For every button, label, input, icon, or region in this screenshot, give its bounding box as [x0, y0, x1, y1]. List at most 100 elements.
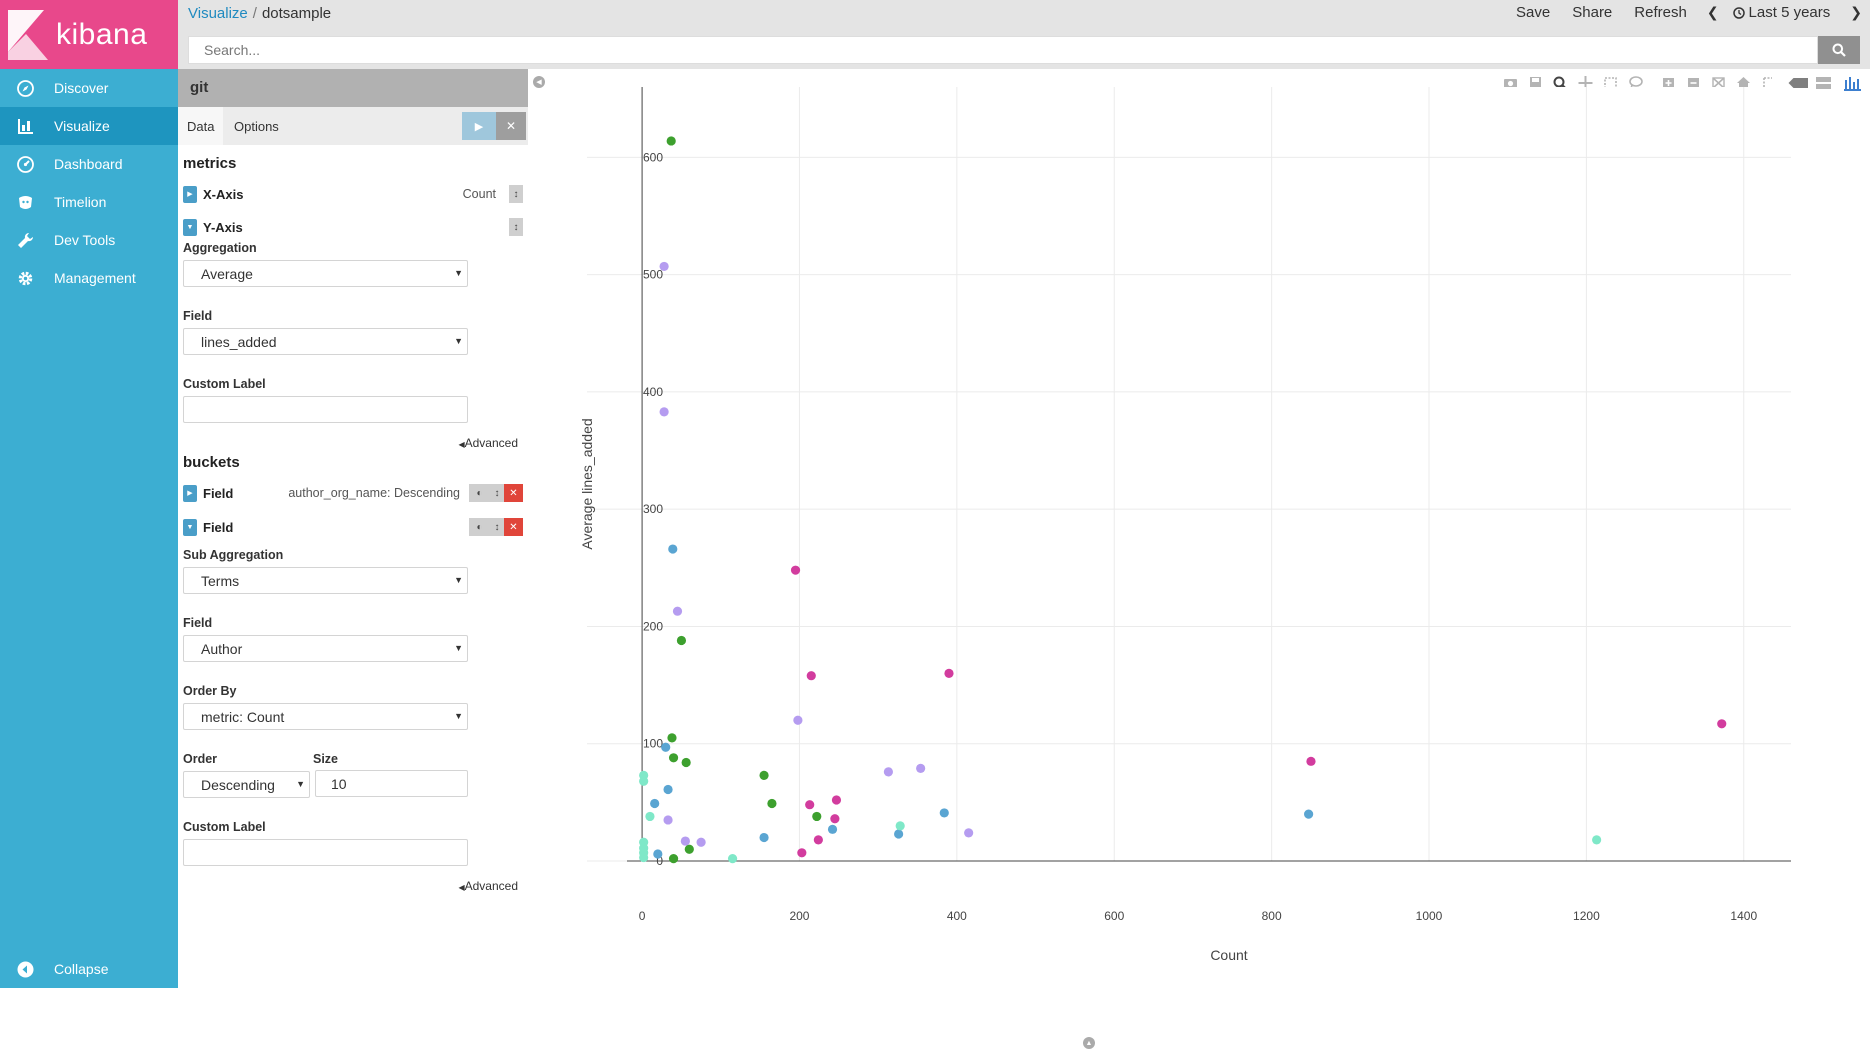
- save-icon[interactable]: [1526, 74, 1545, 92]
- order-by-select[interactable]: metric: Count ▼: [183, 703, 468, 730]
- y-axis-agg-title[interactable]: Y-Axis: [203, 219, 243, 235]
- home-icon[interactable]: [1734, 74, 1753, 92]
- data-point[interactable]: [805, 800, 815, 810]
- refresh-button[interactable]: Refresh: [1634, 4, 1687, 21]
- time-back-chevron-icon[interactable]: ❮: [1706, 4, 1719, 20]
- data-point[interactable]: [1306, 756, 1316, 766]
- data-point[interactable]: [668, 753, 679, 763]
- data-point[interactable]: [659, 407, 669, 417]
- size-input[interactable]: 10: [315, 770, 468, 797]
- hover-closest-icon[interactable]: [1784, 74, 1808, 92]
- data-point[interactable]: [663, 815, 673, 825]
- data-point[interactable]: [684, 844, 694, 854]
- scatter-plot[interactable]: 0 200 400 600 800 1000 1200 1400010020030040050…: [528, 69, 1870, 988]
- data-point[interactable]: [1304, 809, 1314, 819]
- data-point[interactable]: [964, 828, 974, 838]
- data-point[interactable]: [813, 835, 823, 845]
- data-point[interactable]: [883, 767, 893, 777]
- advanced-toggle[interactable]: ◀Advanced: [458, 436, 518, 450]
- data-point[interactable]: [668, 854, 679, 864]
- reorder-handle-icon[interactable]: ↕: [509, 218, 523, 236]
- kibana-logo[interactable]: kibana: [0, 0, 178, 69]
- data-point[interactable]: [666, 136, 676, 146]
- bucket-agg-title[interactable]: Field: [203, 519, 234, 535]
- data-point[interactable]: [806, 671, 816, 681]
- data-point[interactable]: [894, 829, 904, 839]
- data-point[interactable]: [944, 668, 954, 678]
- reorder-handle-icon[interactable]: ↕: [490, 484, 504, 502]
- sub-aggregation-select[interactable]: Terms ▼: [183, 567, 468, 594]
- data-point[interactable]: [793, 715, 803, 725]
- data-point[interactable]: [639, 776, 649, 786]
- zoom-out-icon[interactable]: [1684, 74, 1703, 92]
- data-point[interactable]: [831, 795, 842, 805]
- advanced-toggle[interactable]: ◀Advanced: [458, 879, 518, 893]
- nav-item-timelion[interactable]: Timelion: [0, 183, 178, 221]
- data-point[interactable]: [681, 757, 691, 768]
- hover-compare-icon[interactable]: [1814, 74, 1833, 92]
- data-point[interactable]: [1717, 719, 1727, 729]
- x-axis-agg-title[interactable]: X-Axis: [203, 186, 244, 202]
- data-point[interactable]: [663, 784, 673, 795]
- data-point[interactable]: [797, 848, 807, 858]
- apply-changes-button[interactable]: ▶: [462, 112, 496, 140]
- data-point[interactable]: [767, 798, 777, 809]
- data-point[interactable]: [668, 544, 678, 554]
- remove-icon[interactable]: ✕: [504, 518, 523, 536]
- bucket-agg-title[interactable]: Field: [203, 485, 234, 501]
- data-point[interactable]: [696, 837, 706, 847]
- collapse-sidebar-icon[interactable]: ◀: [533, 76, 545, 88]
- data-point[interactable]: [639, 852, 649, 863]
- data-point[interactable]: [676, 635, 687, 646]
- data-point[interactable]: [650, 798, 660, 809]
- collapse-button[interactable]: Collapse: [0, 950, 178, 988]
- data-point[interactable]: [667, 733, 677, 743]
- share-button[interactable]: Share: [1572, 4, 1613, 21]
- plotly-logo-icon[interactable]: [1843, 74, 1862, 92]
- zoom-in-icon[interactable]: [1659, 74, 1678, 92]
- data-point[interactable]: [759, 832, 769, 843]
- save-button[interactable]: Save: [1516, 4, 1551, 21]
- data-point[interactable]: [830, 814, 840, 824]
- field-select[interactable]: lines_added ▼: [183, 328, 468, 355]
- data-point[interactable]: [661, 742, 671, 752]
- collapse-spy-panel-icon[interactable]: ▲: [1083, 1037, 1095, 1049]
- nav-item-management[interactable]: Management: [0, 259, 178, 297]
- data-point[interactable]: [895, 821, 905, 831]
- collapse-chevron-icon[interactable]: ▼: [183, 218, 197, 236]
- search-button[interactable]: [1818, 36, 1860, 64]
- search-input[interactable]: Search...: [188, 36, 1818, 64]
- custom-label-input[interactable]: [183, 839, 468, 866]
- reorder-handle-icon[interactable]: ↕: [509, 185, 523, 203]
- remove-icon[interactable]: ✕: [504, 484, 523, 502]
- aggregation-select[interactable]: Average ▼: [183, 260, 468, 287]
- terms-field-select[interactable]: Author ▼: [183, 635, 468, 662]
- time-forward-chevron-icon[interactable]: ❯: [1850, 4, 1862, 20]
- breadcrumb-visualize-link[interactable]: Visualize: [188, 5, 248, 22]
- data-point[interactable]: [812, 811, 822, 822]
- tab-data[interactable]: Data: [178, 107, 224, 145]
- nav-item-visualize[interactable]: Visualize: [0, 107, 178, 145]
- nav-item-discover[interactable]: Discover: [0, 69, 178, 107]
- nav-item-dashboard[interactable]: Dashboard: [0, 145, 178, 183]
- toggle-icon[interactable]: ◐: [469, 484, 490, 502]
- data-point[interactable]: [645, 811, 655, 822]
- toggle-icon[interactable]: ◐: [469, 518, 490, 536]
- data-point[interactable]: [1592, 835, 1602, 845]
- expand-chevron-icon[interactable]: ▶: [183, 185, 197, 203]
- data-point[interactable]: [727, 854, 738, 864]
- data-point[interactable]: [759, 770, 769, 780]
- data-point[interactable]: [939, 808, 949, 818]
- data-point[interactable]: [659, 261, 669, 272]
- data-point[interactable]: [827, 824, 838, 834]
- data-point[interactable]: [916, 763, 926, 773]
- nav-item-dev-tools[interactable]: Dev Tools: [0, 221, 178, 259]
- reorder-handle-icon[interactable]: ↕: [490, 518, 504, 536]
- camera-icon[interactable]: [1501, 74, 1520, 92]
- time-picker[interactable]: Last 5 years: [1732, 4, 1830, 21]
- data-point[interactable]: [653, 849, 663, 859]
- discard-changes-button[interactable]: ✕: [496, 112, 526, 140]
- tab-options[interactable]: Options: [234, 119, 279, 134]
- expand-chevron-icon[interactable]: ▶: [183, 484, 197, 502]
- data-point[interactable]: [680, 836, 690, 846]
